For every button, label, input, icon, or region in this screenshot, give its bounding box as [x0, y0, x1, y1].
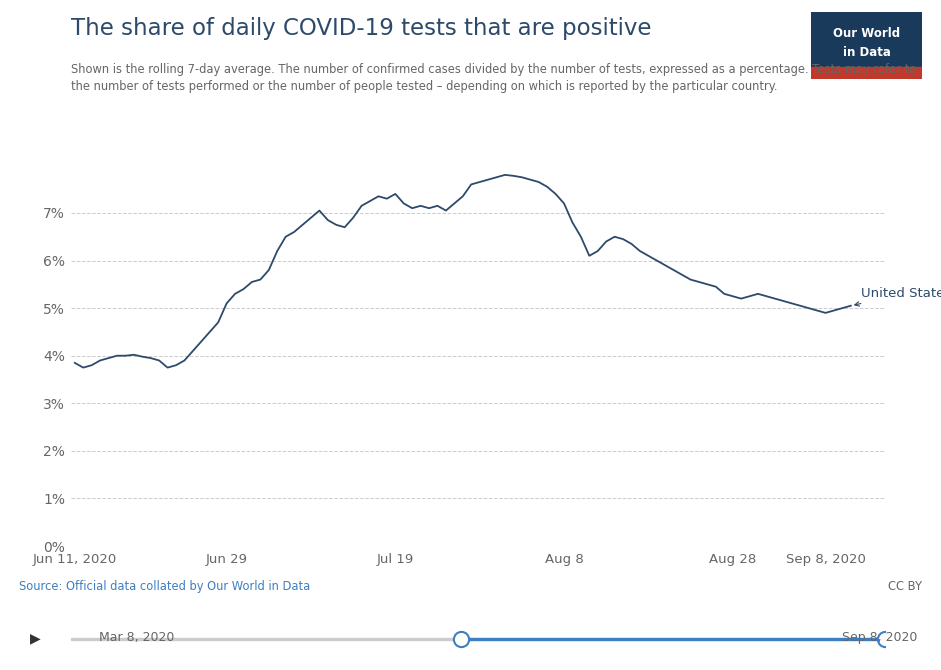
Text: in Data: in Data — [843, 46, 890, 59]
Text: The share of daily COVID-19 tests that are positive: The share of daily COVID-19 tests that a… — [71, 17, 651, 40]
Text: Mar 8, 2020: Mar 8, 2020 — [99, 631, 174, 645]
Text: ▶: ▶ — [30, 631, 41, 645]
Bar — [811, 67, 922, 79]
Text: Sep 8, 2020: Sep 8, 2020 — [842, 631, 917, 645]
Text: Source: Official data collated by Our World in Data: Source: Official data collated by Our Wo… — [19, 580, 311, 593]
Text: United States: United States — [854, 287, 941, 306]
Text: CC BY: CC BY — [888, 580, 922, 593]
Text: Shown is the rolling 7-day average. The number of confirmed cases divided by the: Shown is the rolling 7-day average. The … — [71, 63, 916, 93]
Text: Our World: Our World — [833, 27, 901, 40]
Point — [877, 634, 892, 645]
Point — [454, 634, 469, 645]
